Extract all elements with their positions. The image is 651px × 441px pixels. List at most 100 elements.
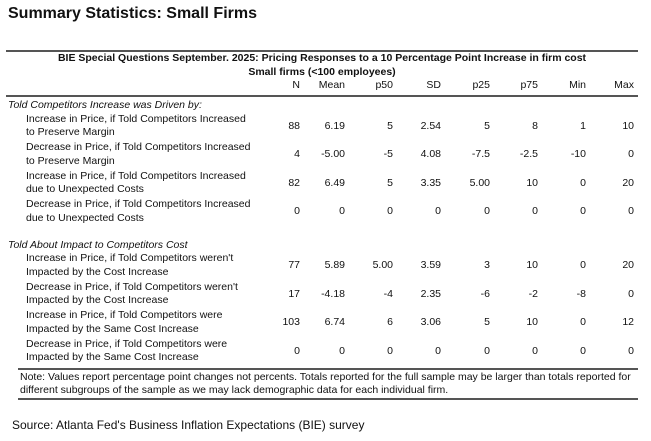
table-row: Decrease in Price, if Told Competitors I… [6,198,638,227]
group-header: Told Competitors Increase was Driven by: [8,99,202,111]
cell-max: 0 [628,205,634,217]
cell-p25: -6 [480,287,490,300]
cell-p75: 10 [526,176,538,189]
cell-n: 4 [294,148,300,160]
cell-p75: -2.5 [519,148,538,160]
table-note: Note: Values report percentage point cha… [20,371,631,396]
row-label-line: due to Unexpected Costs [26,183,144,195]
cell-sd: 3.06 [420,316,441,328]
table-row: Increase in Price, if Told Competitors w… [6,309,638,338]
row-label: Increase in Price, if Told Competitors w… [26,252,284,279]
column-headers: N Mean p50 SD p25 p75 Min Max [6,79,638,93]
row-label-line: due to Unexpected Costs [26,211,144,224]
cell-max: 20 [622,259,634,271]
row-label: Increase in Price, if Told Competitors w… [26,309,284,336]
cell-n: 88 [288,119,300,132]
cell-min: 0 [580,259,586,271]
group-header: Told About Impact to Competitors Cost [8,238,188,251]
table-row: Decrease in Price, if Told Competitors I… [6,141,638,170]
cell-p25: 5 [484,119,490,132]
cell-mean: 6.74 [324,316,345,328]
cell-max: 12 [622,316,634,328]
note-top-rule [18,368,638,370]
cell-p75: 10 [526,259,538,271]
row-label: Increase in Price, if Told Competitors I… [26,113,284,140]
row-label: Decrease in Price, if Told Competitors I… [26,198,284,225]
cell-p50: 0 [387,344,393,357]
note-bottom-rule [18,398,638,400]
table-heading: BIE Special Questions September. 2025: P… [57,52,587,64]
cell-sd: 3.59 [420,259,441,271]
cell-mean: 6.49 [324,176,345,189]
cell-max: 0 [628,344,634,357]
row-label: Decrease in Price, if Told Competitors w… [26,281,284,308]
cell-sd: 3.35 [420,176,441,189]
cell-min: -8 [576,287,586,300]
row-label-line: Decrease in Price, if Told Competitors I… [26,198,251,210]
cell-n: 17 [288,287,300,300]
row-label-line: Decrease in Price, if Told Competitors I… [26,141,251,153]
cell-mean: 0 [339,344,345,357]
row-label-line: to Preserve Margin [26,126,115,138]
cell-n: 0 [294,344,300,357]
cell-mean: -4.18 [321,287,345,300]
row-label-line: Impacted by the Cost Increase [26,294,169,306]
cell-p25: 3 [484,259,490,271]
table-row: Increase in Price, if Told Competitors I… [6,113,638,142]
cell-p50: 5.00 [372,259,393,271]
column-header-min: Min [569,79,586,91]
row-label-line: Decrease in Price, if Told Competitors w… [26,280,238,293]
table-row: Decrease in Price, if Told Competitors w… [6,338,638,367]
cell-p50: 6 [387,316,393,328]
cell-n: 77 [288,259,300,271]
column-header-p50: p50 [375,79,393,91]
table-row: Decrease in Price, if Told Competitors w… [6,281,638,310]
cell-sd: 0 [435,205,441,217]
cell-p50: -5 [383,148,393,160]
cell-p25: 0 [484,205,490,217]
cell-p75: 8 [532,119,538,132]
row-label-line: Increase in Price, if Told Competitors I… [26,169,246,182]
group-spacer [6,227,638,239]
row-label-line: Impacted by the Same Cost Increase [26,322,199,335]
cell-n: 0 [294,205,300,217]
cell-p50: 5 [387,119,393,132]
page-title: Summary Statistics: Small Firms [8,5,257,22]
cell-mean: 5.89 [324,259,345,271]
row-label-line: Increase in Price, if Told Competitors w… [26,309,223,321]
source-text: Source: Atlanta Fed's Business Inflation… [12,418,365,432]
column-header-p75: p75 [520,79,538,91]
table-top-rule [6,50,638,52]
cell-sd: 2.54 [420,119,441,132]
cell-min: -10 [570,148,586,160]
row-label-line: Decrease in Price, if Told Competitors w… [26,337,228,350]
row-label: Increase in Price, if Told Competitors I… [26,170,284,197]
table-subheading: Small firms (<100 employees) [248,65,396,78]
row-label: Decrease in Price, if Told Competitors w… [26,338,284,365]
cell-p50: 5 [387,176,393,189]
cell-sd: 4.08 [420,148,441,160]
cell-max: 10 [622,119,634,132]
row-label-line: Impacted by the Cost Increase [26,265,169,278]
cell-p25: -7.5 [471,148,490,160]
cell-sd: 0 [435,344,441,357]
header-rule [6,95,638,97]
cell-min: 0 [580,344,586,357]
cell-min: 0 [580,205,586,217]
row-label-line: Increase in Price, if Told Competitors I… [26,112,246,125]
table-row: Increase in Price, if Told Competitors w… [6,252,638,281]
row-label-line: to Preserve Margin [26,154,115,167]
cell-min: 1 [580,119,586,132]
column-header-sd: SD [426,79,441,91]
summary-table: BIE Special Questions September. 2025: P… [6,52,638,366]
row-label-line: Impacted by the Same Cost Increase [26,351,199,363]
table-row: Increase in Price, if Told Competitors I… [6,170,638,199]
cell-n: 103 [282,316,300,328]
cell-mean: 0 [339,205,345,217]
row-label-line: Increase in Price, if Told Competitors w… [26,252,234,264]
cell-p50: -4 [383,287,393,300]
column-header-mean: Mean [318,79,345,91]
column-header-n: N [292,79,300,91]
column-header-max: Max [614,79,634,91]
cell-p75: 0 [532,344,538,357]
